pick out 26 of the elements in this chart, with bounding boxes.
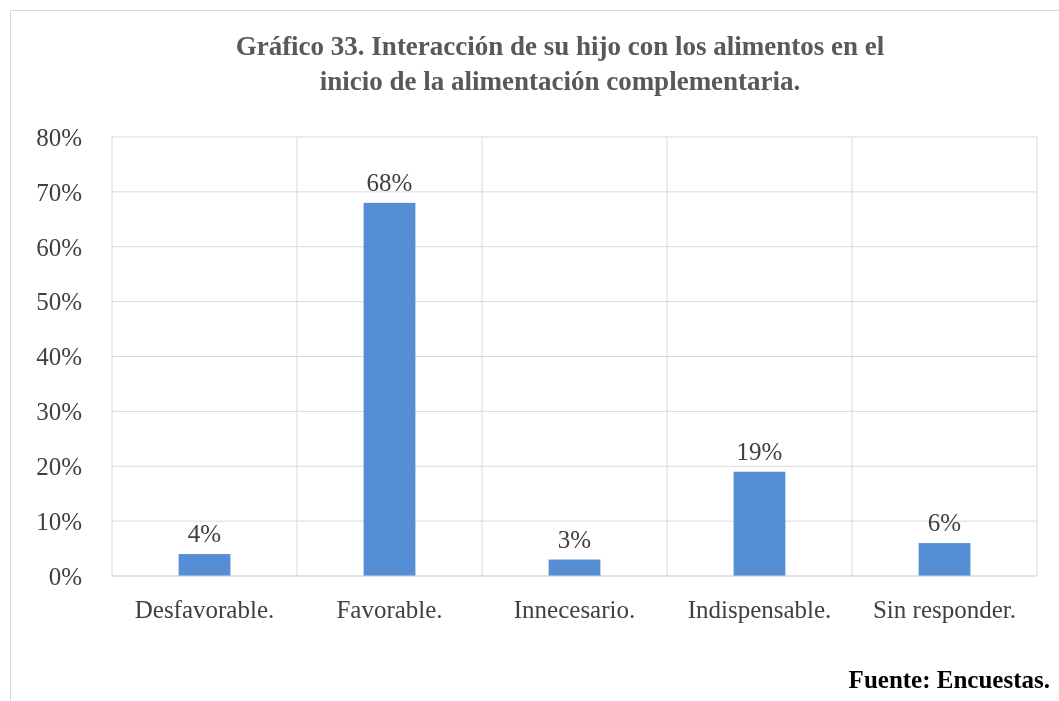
x-tick-label: Favorable. <box>336 596 443 623</box>
bar <box>548 559 601 576</box>
bar <box>178 554 231 576</box>
x-tick-label: Indispensable. <box>687 596 832 623</box>
y-tick-label: 60% <box>36 233 82 261</box>
bar <box>733 471 786 576</box>
y-tick-label: 80% <box>36 123 82 151</box>
data-label: 4% <box>187 520 222 548</box>
y-tick-label: 0% <box>48 562 82 590</box>
chart-title: Gráfico 33. Interacción de su hijo con los alimentos en el inicio de la alimentación complementaria. <box>235 31 885 96</box>
y-tick-label: 10% <box>36 507 82 535</box>
x-tick-label: Sin responder. <box>872 596 1017 623</box>
x-tick-label: Innecesario. <box>513 596 636 623</box>
y-tick-label: 70% <box>36 178 82 206</box>
bar <box>918 543 971 576</box>
y-tick-label: 20% <box>36 453 82 480</box>
data-label: 3% <box>557 525 592 553</box>
y-tick-label: 40% <box>36 343 82 371</box>
data-label: 19% <box>736 437 783 465</box>
data-label: 6% <box>927 509 962 537</box>
bar <box>363 202 416 576</box>
y-tick-label: 30% <box>36 398 82 426</box>
y-tick-label: 50% <box>36 288 82 316</box>
x-tick-label: Desfavorable. <box>134 596 275 623</box>
source-note: Fuente: Encuestas. <box>848 666 1050 693</box>
data-label: 68% <box>366 168 413 196</box>
